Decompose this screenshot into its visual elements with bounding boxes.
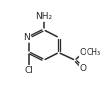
Text: CH₃: CH₃ bbox=[86, 48, 100, 57]
Text: Cl: Cl bbox=[24, 66, 33, 75]
Text: O: O bbox=[79, 64, 86, 73]
Text: NH₂: NH₂ bbox=[35, 12, 52, 21]
Text: N: N bbox=[23, 33, 29, 42]
Text: O: O bbox=[79, 48, 86, 57]
